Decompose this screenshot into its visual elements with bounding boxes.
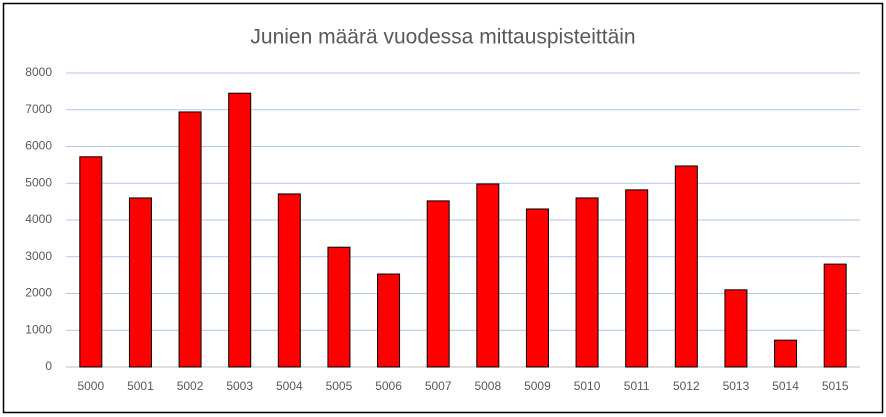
bar xyxy=(79,156,103,368)
y-tick-label: 1000 xyxy=(25,322,52,336)
bar xyxy=(525,208,549,368)
bar xyxy=(228,92,252,368)
bar xyxy=(774,339,798,368)
x-tick-label: 5008 xyxy=(474,379,501,393)
x-tick-label: 5001 xyxy=(127,379,154,393)
bar xyxy=(823,263,847,368)
y-tick-label: 5000 xyxy=(25,175,52,189)
bar xyxy=(178,111,202,368)
y-tick-label: 8000 xyxy=(25,65,52,79)
bar xyxy=(476,183,500,368)
x-tick-label: 5005 xyxy=(326,379,353,393)
bar xyxy=(128,197,152,368)
x-tick-label: 5011 xyxy=(624,379,650,393)
bar xyxy=(277,193,301,368)
y-tick-label: 7000 xyxy=(25,102,52,116)
x-tick-label: 5003 xyxy=(226,379,253,393)
x-tick-label: 5007 xyxy=(425,379,452,393)
y-tick-label: 2000 xyxy=(25,286,52,300)
x-tick-label: 5000 xyxy=(77,379,104,393)
bar xyxy=(426,200,450,368)
x-tick-label: 5009 xyxy=(524,379,551,393)
x-tick-label: 5012 xyxy=(673,379,700,393)
bar xyxy=(327,246,351,368)
y-tick-label: 4000 xyxy=(25,212,52,226)
x-tick-label: 5013 xyxy=(723,379,750,393)
bar xyxy=(575,197,599,368)
bar xyxy=(674,165,698,368)
x-tick-label: 5004 xyxy=(276,379,303,393)
y-tick-label: 3000 xyxy=(25,249,52,263)
x-tick-label: 5002 xyxy=(177,379,204,393)
y-tick-label: 0 xyxy=(45,359,52,373)
x-tick-label: 5015 xyxy=(822,379,849,393)
y-tick-label: 6000 xyxy=(25,139,52,153)
chart-title: Junien määrä vuodessa mittauspisteittäin xyxy=(250,26,635,49)
bar xyxy=(724,289,748,368)
bar xyxy=(625,189,649,368)
bar xyxy=(377,273,401,368)
x-tick-label: 5014 xyxy=(772,379,799,393)
x-tick-label: 5006 xyxy=(375,379,402,393)
x-tick-label: 5010 xyxy=(574,379,601,393)
